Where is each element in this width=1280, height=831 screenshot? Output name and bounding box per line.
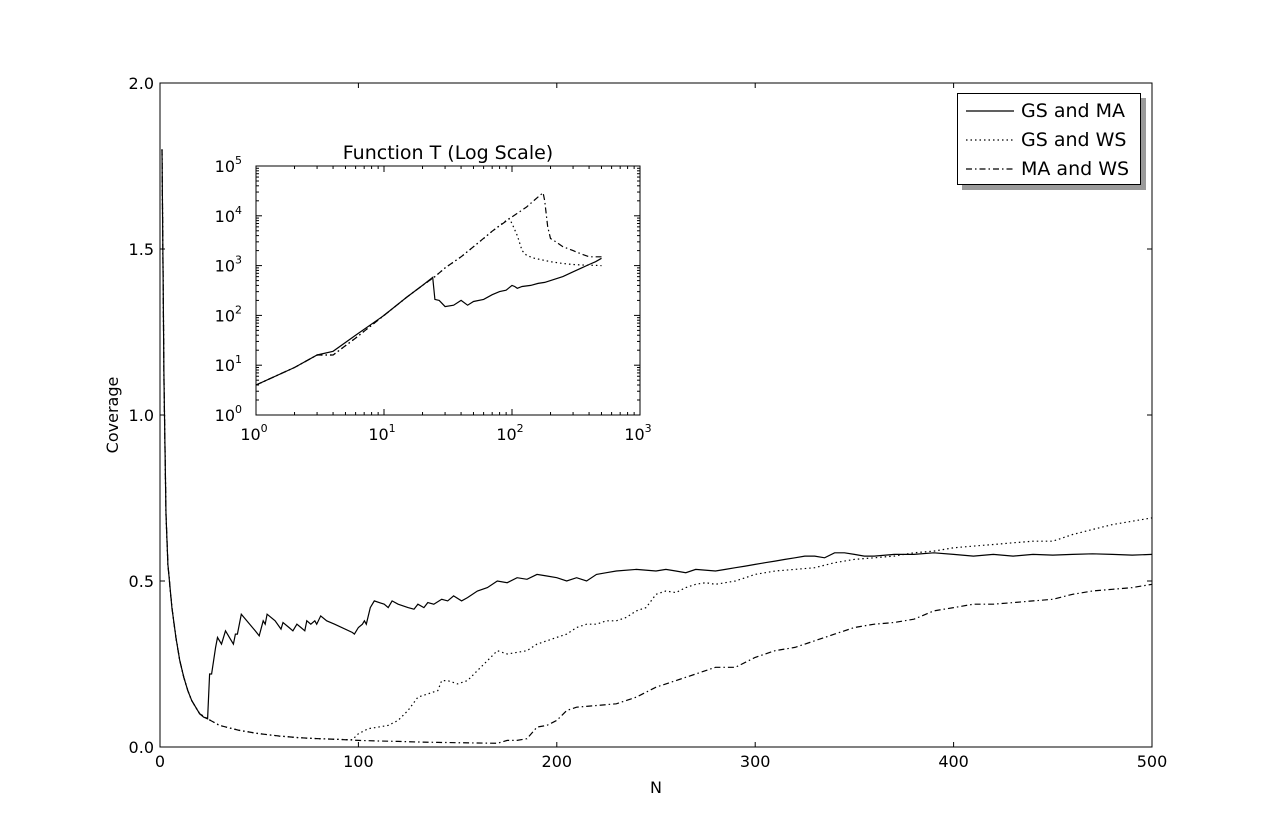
legend-item-ma-ws: MA and WS [958,154,1142,183]
inset-x-tick-label: 103 [624,422,651,444]
inset-x-tick-label: 100 [240,422,267,444]
inset-y-tick-label: 105 [215,154,242,176]
inset-y-tick-label: 101 [215,353,242,375]
main-y-tick-label: 2.0 [129,74,154,93]
main-y-tick-label: 0.0 [129,738,154,757]
inset-series-line-2 [255,191,602,386]
main-ticks-group: 0 100 200 300 400 500 0.0 0.5 1.0 1.5 2.0 [129,74,1168,771]
main-y-axis-label: Coverage [103,377,122,454]
legend-item-gs-ma: GS and MA [958,96,1142,125]
main-y-tick-label: 1.5 [129,240,154,259]
inset-x-tick-label: 101 [368,422,395,444]
legend-swatch-solid [966,110,1014,112]
legend-swatch-dashdot [966,168,1014,170]
legend: GS and MA GS and WS MA and WS [957,93,1141,185]
main-x-tick-label: 200 [542,752,573,771]
inset-x-tick-label: 102 [496,422,523,444]
main-series-line-2 [161,149,1153,744]
inset-title: Function T (Log Scale) [343,142,553,164]
legend-label: GS and WS [1021,129,1127,151]
main-y-tick-label: 0.5 [129,572,154,591]
main-series-line-0 [161,149,1153,720]
main-x-tick-label: 100 [343,752,374,771]
inset-y-tick-label: 100 [215,403,242,425]
inset-y-tick-label: 102 [215,303,242,325]
main-series-group [161,149,1153,744]
inset-y-tick-label: 103 [215,254,242,276]
legend-label: GS and MA [1021,100,1125,122]
main-y-tick-label: 1.0 [129,406,154,425]
legend-label: MA and WS [1021,158,1130,180]
inset-y-tick-label: 104 [215,204,242,226]
inset-series-group [255,191,602,386]
main-x-axis-label: N [650,778,662,797]
inset-background [256,166,640,415]
main-x-tick-label: 500 [1137,752,1168,771]
legend-swatch-dotted [966,139,1014,141]
main-x-tick-label: 400 [938,752,969,771]
main-x-tick-label: 300 [740,752,771,771]
main-x-tick-label: 0 [155,752,165,771]
inset-plot-frame [255,165,641,416]
legend-item-gs-ws: GS and WS [958,125,1142,154]
